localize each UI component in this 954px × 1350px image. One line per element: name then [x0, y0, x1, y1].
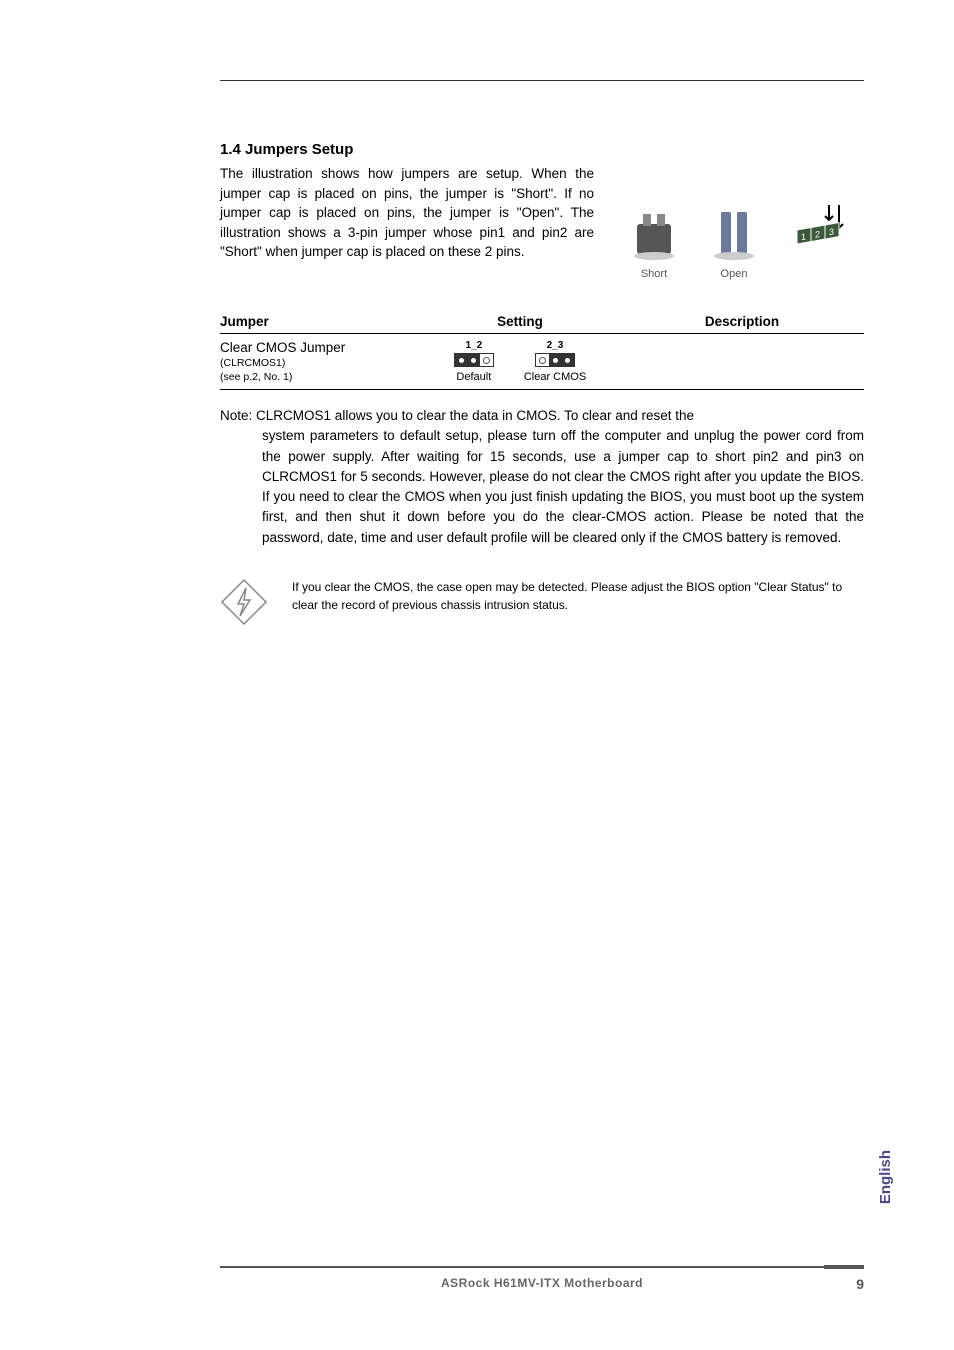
- header-jumper: Jumper: [220, 314, 420, 329]
- setting-clear: 2_3 Clear CMOS: [524, 340, 586, 383]
- open-jumper-icon: [709, 194, 759, 264]
- intro-paragraph: The illustration shows how jumpers are s…: [220, 164, 594, 284]
- callout-text: If you clear the CMOS, the case open may…: [292, 578, 864, 614]
- table-row: Clear CMOS Jumper (CLRCMOS1) (see p.2, N…: [220, 334, 864, 390]
- jumper-name: Clear CMOS Jumper: [220, 340, 420, 355]
- jumper-ref: (CLRCMOS1): [220, 357, 420, 369]
- intro-block: The illustration shows how jumpers are s…: [220, 164, 864, 284]
- illus-label-short: Short: [641, 268, 667, 280]
- note-body: system parameters to default setup, plea…: [220, 426, 864, 548]
- illus-label-open: Open: [721, 268, 748, 280]
- lightning-diamond-icon: [220, 578, 268, 626]
- page-footer: ASRock H61MV-ITX Motherboard 9: [220, 1266, 864, 1290]
- note-block: Note: CLRCMOS1 allows you to clear the d…: [220, 406, 864, 548]
- pin-label-12: 1_2: [465, 340, 482, 351]
- section-heading: 1.4 Jumpers Setup: [220, 141, 864, 158]
- pin-graphic-default: [454, 353, 494, 367]
- language-tab: English: [877, 1150, 894, 1204]
- svg-text:2: 2: [815, 229, 820, 240]
- pin-graphic-clear: [535, 353, 575, 367]
- caption-default: Default: [456, 371, 491, 383]
- header-description: Description: [620, 314, 864, 329]
- note-label: Note:: [220, 408, 252, 423]
- header-setting: Setting: [420, 314, 620, 329]
- table-header-row: Jumper Setting Description: [220, 314, 864, 334]
- svg-text:1: 1: [801, 231, 806, 242]
- footer-rule: [220, 1266, 864, 1268]
- svg-text:3: 3: [829, 227, 834, 238]
- callout-box: If you clear the CMOS, the case open may…: [220, 578, 864, 626]
- jumper-see: (see p.2, No. 1): [220, 371, 420, 383]
- footer-text: ASRock H61MV-ITX Motherboard: [220, 1276, 864, 1290]
- short-jumper-icon: [629, 194, 679, 264]
- caption-clear: Clear CMOS: [524, 371, 586, 383]
- pin-label-23: 2_3: [547, 340, 564, 351]
- jumper-illustration: Short Open 1: [614, 164, 864, 284]
- page-number: 9: [856, 1276, 864, 1292]
- top-horizontal-rule: [220, 80, 864, 81]
- pin-arrow-icon: 1 2 3: [789, 200, 849, 280]
- note-firstline: CLRCMOS1 allows you to clear the data in…: [256, 408, 694, 423]
- setting-default: 1_2 Default: [454, 340, 494, 383]
